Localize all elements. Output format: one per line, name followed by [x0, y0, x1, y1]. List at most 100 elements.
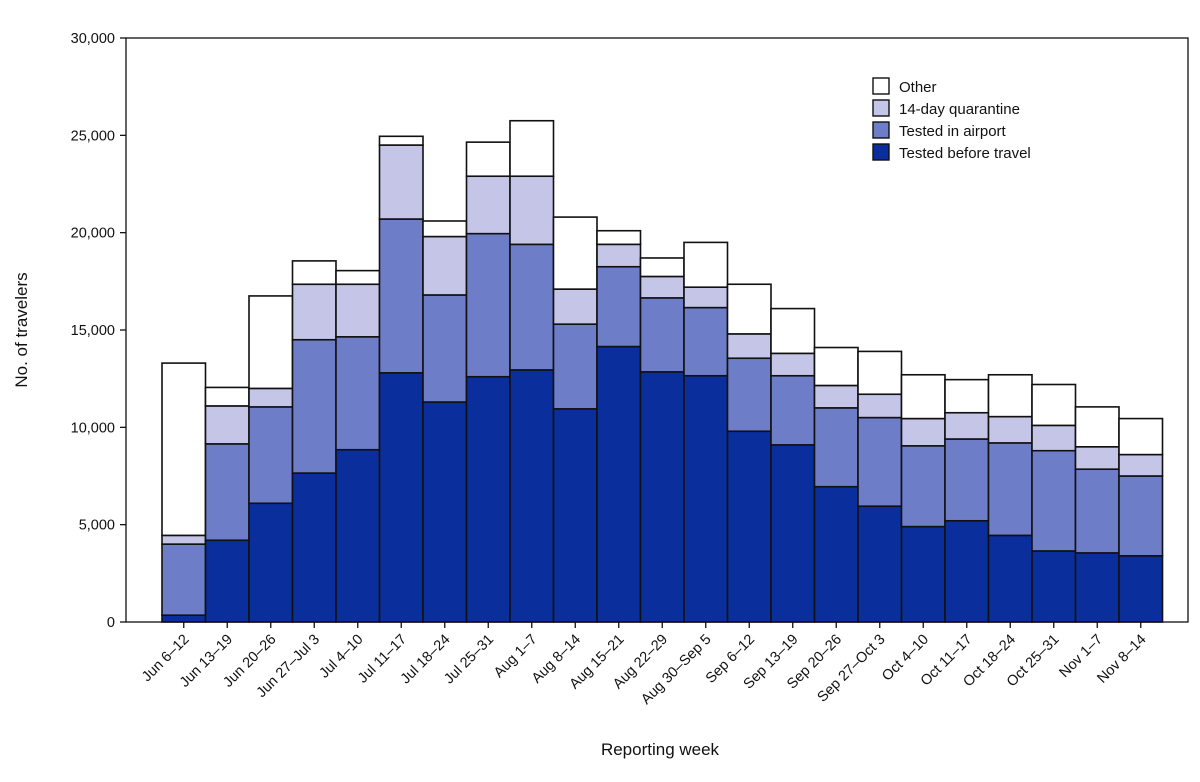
bar-14-day-quarantine-3	[291, 283, 337, 341]
bar-tested-in-airport-9	[552, 323, 598, 410]
bar-other-9	[552, 216, 598, 290]
bar-tested-before-travel-17	[900, 525, 946, 623]
bar-tested-in-airport-16	[857, 416, 903, 507]
bar-other-4	[335, 269, 381, 286]
bar-tested-in-airport-4	[335, 336, 381, 451]
bar-14-day-quarantine-16	[857, 393, 903, 419]
bar-tested-in-airport-0	[161, 543, 207, 616]
bar-tested-before-travel-3	[291, 472, 337, 623]
y-tick-label-6: 30,000	[71, 31, 115, 47]
bar-tested-before-travel-2	[248, 502, 294, 623]
legend-swatch-14-day-quarantine	[872, 99, 890, 117]
bar-14-day-quarantine-5	[378, 144, 424, 220]
bar-tested-in-airport-17	[900, 445, 946, 528]
bar-tested-before-travel-5	[378, 372, 424, 623]
bar-14-day-quarantine-22	[1118, 453, 1164, 477]
y-tick-label-3: 15,000	[71, 323, 115, 339]
bar-14-day-quarantine-19	[987, 415, 1033, 444]
bar-tested-in-airport-20	[1031, 449, 1077, 552]
bar-other-0	[161, 362, 207, 537]
legend-label-other: Other	[899, 79, 937, 96]
bar-tested-before-travel-19	[987, 534, 1033, 623]
bar-14-day-quarantine-9	[552, 288, 598, 325]
bar-14-day-quarantine-11	[639, 275, 685, 299]
bar-other-16	[857, 350, 903, 396]
bar-14-day-quarantine-2	[248, 387, 294, 408]
y-tick-label-0: 0	[107, 615, 115, 631]
bar-tested-in-airport-6	[422, 294, 468, 403]
bar-other-13	[726, 283, 772, 335]
bar-tested-in-airport-15	[813, 407, 859, 488]
bar-tested-before-travel-15	[813, 485, 859, 623]
bar-tested-before-travel-13	[726, 430, 772, 623]
bar-other-21	[1074, 406, 1120, 448]
bar-other-22	[1118, 417, 1164, 456]
bar-area	[161, 119, 1164, 623]
bar-other-7	[465, 141, 511, 178]
bar-tested-in-airport-22	[1118, 475, 1164, 557]
bar-14-day-quarantine-18	[944, 411, 990, 440]
x-axis-title: Reporting week	[601, 740, 720, 759]
bar-14-day-quarantine-21	[1074, 445, 1120, 470]
bar-14-day-quarantine-12	[683, 286, 729, 309]
bar-other-2	[248, 295, 294, 390]
bar-tested-in-airport-7	[465, 232, 511, 378]
bar-other-10	[596, 229, 642, 246]
y-axis: 0 5,000 10,000 15,000 20,000 25,000 30,000	[71, 31, 126, 631]
bar-tested-before-travel-0	[161, 614, 207, 623]
bar-other-15	[813, 346, 859, 387]
bar-tested-before-travel-11	[639, 371, 685, 623]
bar-other-1	[204, 386, 250, 407]
bar-tested-in-airport-1	[204, 443, 250, 542]
bar-other-19	[987, 373, 1033, 418]
bar-14-day-quarantine-0	[161, 534, 207, 545]
bar-tested-in-airport-8	[509, 243, 555, 371]
bar-tested-in-airport-14	[770, 374, 816, 446]
bar-tested-in-airport-5	[378, 218, 424, 374]
bar-tested-in-airport-21	[1074, 468, 1120, 554]
bar-14-day-quarantine-8	[509, 175, 555, 246]
bar-tested-in-airport-3	[291, 338, 337, 474]
bar-other-3	[291, 260, 337, 286]
bar-other-6	[422, 220, 468, 238]
bar-other-17	[900, 373, 946, 420]
legend-label-tested-in-airport: Tested in airport	[899, 123, 1007, 140]
bar-14-day-quarantine-4	[335, 283, 381, 338]
bar-other-12	[683, 241, 729, 288]
legend-label-tested-before-travel: Tested before travel	[899, 145, 1031, 162]
legend-swatch-tested-before-travel	[872, 143, 890, 161]
bar-other-11	[639, 257, 685, 278]
bar-tested-before-travel-16	[857, 505, 903, 623]
bar-14-day-quarantine-10	[596, 243, 642, 268]
legend-label-14-day-quarantine: 14-day quarantine	[899, 101, 1020, 118]
bar-tested-before-travel-6	[422, 401, 468, 623]
bar-14-day-quarantine-13	[726, 333, 772, 360]
y-axis-title: No. of travelers	[12, 272, 31, 387]
bar-tested-in-airport-13	[726, 357, 772, 433]
bar-tested-before-travel-14	[770, 444, 816, 623]
legend-swatch-other	[872, 77, 890, 95]
bar-tested-in-airport-12	[683, 306, 729, 377]
bar-tested-before-travel-7	[465, 375, 511, 623]
bar-tested-in-airport-10	[596, 265, 642, 348]
bar-14-day-quarantine-6	[422, 235, 468, 296]
bar-tested-before-travel-10	[596, 345, 642, 623]
bar-14-day-quarantine-14	[770, 352, 816, 377]
legend-swatch-tested-in-airport	[872, 121, 890, 139]
legend: Other 14-day quarantine Tested in airport T…	[872, 77, 1031, 162]
bar-14-day-quarantine-17	[900, 417, 946, 447]
bar-other-8	[509, 119, 555, 178]
bar-tested-before-travel-22	[1118, 555, 1164, 623]
bar-tested-before-travel-21	[1074, 552, 1120, 623]
bar-tested-before-travel-4	[335, 448, 381, 623]
bar-tested-before-travel-1	[204, 539, 250, 623]
bar-tested-before-travel-9	[552, 408, 598, 623]
bar-tested-before-travel-20	[1031, 550, 1077, 623]
bar-tested-in-airport-19	[987, 442, 1033, 537]
bar-tested-in-airport-18	[944, 438, 990, 522]
bar-14-day-quarantine-15	[813, 384, 859, 409]
y-tick-label-2: 10,000	[71, 420, 115, 436]
y-tick-label-4: 20,000	[71, 226, 115, 242]
